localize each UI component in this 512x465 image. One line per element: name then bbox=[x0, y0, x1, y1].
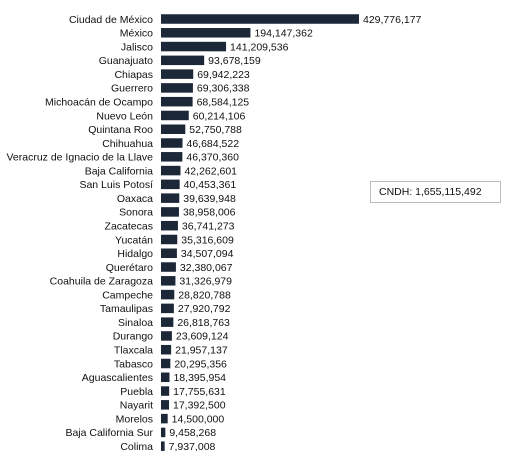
category-label: Tabasco bbox=[114, 358, 153, 370]
bar bbox=[161, 317, 174, 327]
category-label: Durango bbox=[113, 331, 153, 343]
category-label: Sonora bbox=[119, 207, 153, 219]
bar bbox=[161, 344, 172, 355]
value-label: 17,755,631 bbox=[173, 386, 226, 398]
bar bbox=[161, 386, 170, 396]
bar bbox=[161, 400, 170, 410]
value-label: 68,584,125 bbox=[197, 96, 250, 108]
value-label: 32,380,067 bbox=[180, 262, 233, 274]
category-label: Zacatecas bbox=[105, 221, 153, 233]
category-label: Veracruz de Ignacio de la Llave bbox=[6, 152, 153, 164]
category-label: Tamaulipas bbox=[100, 303, 153, 315]
bar bbox=[161, 441, 165, 451]
value-label: 69,942,223 bbox=[197, 69, 250, 81]
bar bbox=[161, 110, 189, 121]
category-label: Baja California bbox=[85, 165, 153, 177]
bar bbox=[161, 234, 178, 245]
value-label: 46,370,360 bbox=[186, 152, 239, 164]
category-label: Guanajuato bbox=[99, 55, 153, 67]
category-label: Chiapas bbox=[114, 69, 153, 81]
category-label: Guerrero bbox=[111, 83, 153, 95]
value-label: 23,609,124 bbox=[176, 331, 229, 343]
bar bbox=[161, 413, 168, 424]
category-label: Coahuila de Zaragoza bbox=[50, 276, 153, 288]
value-label: 27,920,792 bbox=[178, 303, 231, 315]
bar bbox=[161, 303, 174, 314]
bar bbox=[161, 248, 177, 259]
category-label: Puebla bbox=[120, 386, 153, 398]
category-label: Campeche bbox=[102, 289, 153, 301]
bar bbox=[161, 427, 166, 438]
bar bbox=[161, 179, 180, 190]
value-label: 26,818,763 bbox=[177, 317, 230, 329]
bar bbox=[161, 55, 205, 66]
category-label: Sinaloa bbox=[118, 317, 153, 329]
bar bbox=[161, 69, 194, 79]
value-label: 21,957,137 bbox=[175, 345, 228, 357]
category-label: San Luis Potosí bbox=[79, 179, 153, 191]
value-label: 18,395,954 bbox=[173, 372, 226, 384]
bar bbox=[161, 207, 179, 217]
category-label: Michoacán de Ocampo bbox=[45, 96, 153, 108]
category-label: México bbox=[120, 28, 153, 40]
bar bbox=[161, 152, 183, 162]
category-label: Morelos bbox=[116, 413, 153, 425]
bar bbox=[161, 28, 251, 38]
category-label: Oaxaca bbox=[117, 193, 153, 205]
value-label: 69,306,338 bbox=[197, 83, 250, 95]
bar bbox=[161, 276, 176, 286]
value-label: 36,741,273 bbox=[182, 221, 235, 233]
value-label: 42,262,601 bbox=[184, 165, 237, 177]
value-label: 194,147,362 bbox=[254, 28, 313, 40]
category-label: Nayarit bbox=[120, 400, 153, 412]
category-label: Hidalgo bbox=[117, 248, 153, 260]
category-label: Colima bbox=[120, 441, 153, 453]
bar bbox=[161, 124, 186, 134]
bar bbox=[161, 372, 170, 383]
value-label: 17,392,500 bbox=[173, 400, 226, 412]
value-label: 40,453,361 bbox=[184, 179, 237, 191]
value-label: 14,500,000 bbox=[172, 413, 225, 425]
value-label: 39,639,948 bbox=[183, 193, 236, 205]
total-annotation: CNDH: 1,655,115,492 bbox=[370, 181, 501, 203]
category-label: Quintana Roo bbox=[88, 124, 153, 136]
bar bbox=[161, 165, 181, 176]
value-label: 7,937,008 bbox=[169, 441, 216, 453]
category-label: Ciudad de México bbox=[69, 14, 153, 26]
bar bbox=[161, 331, 172, 341]
category-label: Tlaxcala bbox=[114, 345, 153, 357]
bar bbox=[161, 289, 175, 300]
value-label: 141,209,536 bbox=[230, 41, 289, 53]
category-label: Yucatán bbox=[115, 234, 153, 246]
bar bbox=[161, 41, 227, 52]
bar bbox=[161, 96, 193, 107]
value-label: 38,958,006 bbox=[183, 207, 236, 219]
value-label: 9,458,268 bbox=[169, 427, 216, 439]
bar bbox=[161, 262, 176, 272]
value-label: 35,316,609 bbox=[181, 234, 234, 246]
category-label: Querétaro bbox=[106, 262, 153, 274]
value-label: 60,214,106 bbox=[193, 110, 246, 122]
category-label: Aguascalientes bbox=[82, 372, 153, 384]
value-label: 429,776,177 bbox=[363, 14, 422, 26]
value-label: 20,295,356 bbox=[174, 358, 227, 370]
category-label: Nuevo León bbox=[96, 110, 153, 122]
total-annotation-text: CNDH: 1,655,115,492 bbox=[379, 186, 482, 198]
value-label: 28,820,788 bbox=[178, 289, 231, 301]
value-label: 52,750,788 bbox=[189, 124, 242, 136]
category-label: Jalisco bbox=[121, 41, 153, 53]
bar bbox=[161, 83, 193, 93]
value-label: 34,507,094 bbox=[181, 248, 234, 260]
bar bbox=[161, 138, 183, 148]
value-label: 46,684,522 bbox=[187, 138, 240, 150]
value-label: 93,678,159 bbox=[208, 55, 261, 67]
bar bbox=[161, 220, 178, 231]
category-label: Chihuahua bbox=[102, 138, 153, 150]
category-label: Baja California Sur bbox=[65, 427, 153, 439]
bar bbox=[161, 14, 359, 24]
bar bbox=[161, 193, 180, 203]
bar bbox=[161, 358, 171, 369]
value-label: 31,326,979 bbox=[179, 276, 232, 288]
